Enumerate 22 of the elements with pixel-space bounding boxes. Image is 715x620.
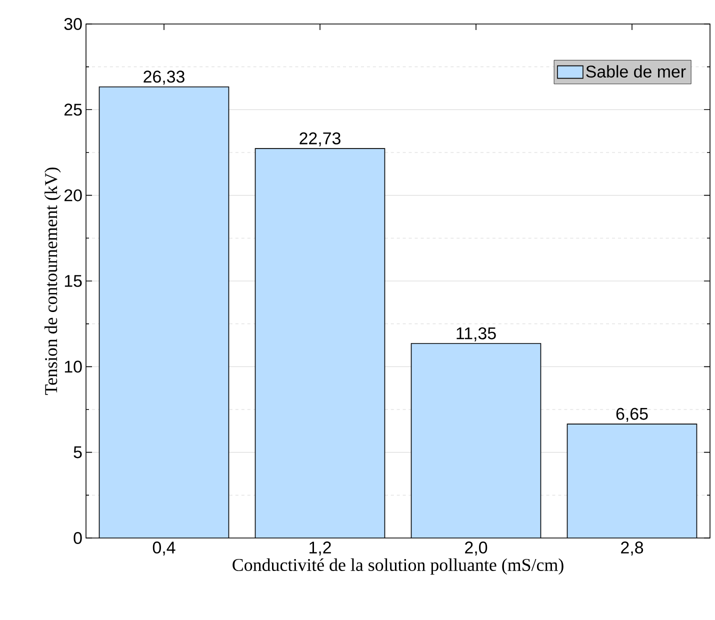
x-tick-label: 0,4 <box>152 542 176 556</box>
bar <box>566 424 698 538</box>
data-label: 6,65 <box>616 408 648 422</box>
y-tick-label: 25 <box>64 104 82 116</box>
x-tick-label: 2,0 <box>465 542 488 556</box>
bar <box>255 148 385 538</box>
bar <box>99 86 229 538</box>
y-tick-label: 30 <box>64 18 82 30</box>
y-tick-label: 10 <box>64 360 82 373</box>
data-label: 11,35 <box>456 327 496 342</box>
data-label: 22,73 <box>300 132 340 146</box>
y-tick-label: 5 <box>74 446 82 458</box>
x-tick-label: 1,2 <box>310 542 331 556</box>
x-tick-label: 2,8 <box>621 542 644 556</box>
bar <box>411 344 541 538</box>
y-axis-title: Tension de contournement (kV) <box>44 168 61 395</box>
y-tick-label: 0 <box>74 532 82 544</box>
y-tick-label: 15 <box>64 275 82 287</box>
y-tick-label: 20 <box>64 189 82 202</box>
legend-label: Sable de mer <box>586 65 686 78</box>
x-axis-title: Conductivité de la solution polluante (mS/cm) <box>232 558 564 575</box>
data-label: 26,33 <box>144 70 184 85</box>
